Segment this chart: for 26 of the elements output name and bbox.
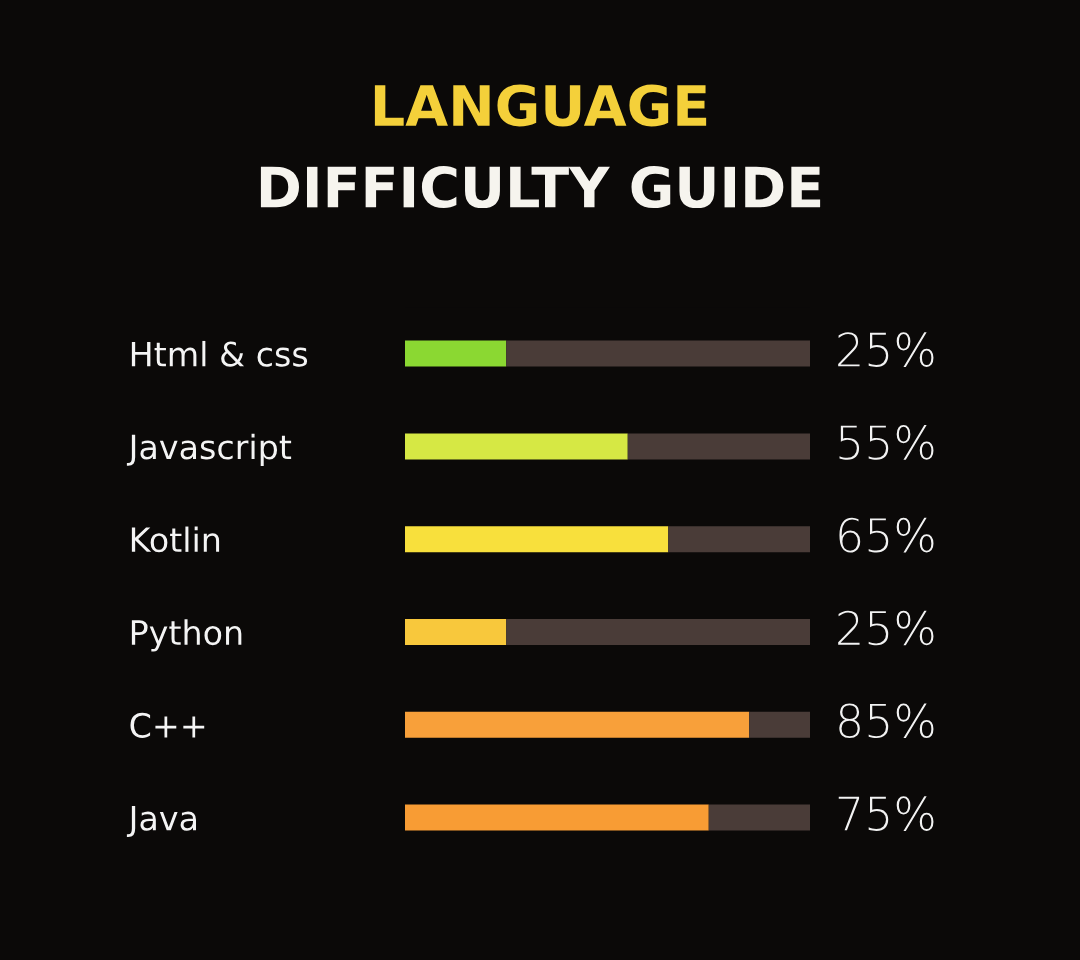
bar [405, 340, 507, 367]
bar [506, 340, 810, 367]
bar [627, 433, 810, 460]
bar [506, 619, 810, 645]
y-tick-label: Html & css [131, 340, 308, 367]
bar [405, 711, 750, 738]
bar [405, 804, 709, 831]
data-label: 85% [839, 703, 934, 739]
y-tick-label: Python [131, 619, 242, 652]
data-label: 55% [839, 425, 934, 460]
data-label: 75% [838, 796, 934, 831]
y-tick-label: C++ [130, 712, 205, 738]
data-label: 25% [838, 332, 934, 367]
data-label: 65% [839, 517, 934, 553]
bar [405, 526, 669, 553]
bar [405, 433, 628, 460]
data-label: 25% [838, 610, 934, 646]
bar [708, 804, 810, 831]
chart-title: LANGUAGE [374, 84, 707, 127]
y-tick-label: Java [126, 805, 196, 837]
bar [405, 619, 507, 645]
bar [749, 711, 810, 738]
chart-subtitle: DIFFICULTY GUIDE [260, 166, 821, 209]
y-tick-label: Kotlin [131, 526, 220, 553]
bar [668, 526, 810, 553]
y-tick-label: Javascript [126, 433, 292, 466]
